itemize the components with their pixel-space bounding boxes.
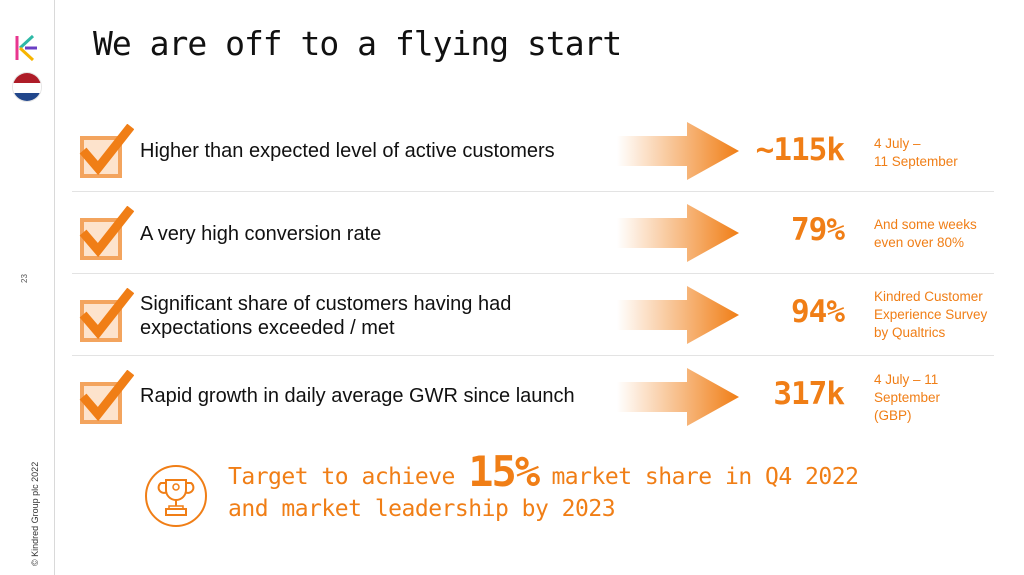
target-suffix: market share in Q4 2022 — [538, 464, 859, 490]
arrow-right-icon — [617, 122, 739, 180]
metric-value: ~115k — [755, 132, 845, 168]
metric-value: 94% — [791, 294, 845, 330]
target-highlight: 15% — [468, 447, 540, 496]
metric-row: Significant share of customers having ha… — [72, 274, 994, 356]
target-statement: Target to achieve 15% market share in Q4… — [138, 451, 878, 536]
netherlands-flag-icon — [12, 72, 42, 102]
arrow-right-icon — [617, 286, 739, 344]
metric-note: 4 July – 11 September — [874, 136, 958, 169]
metric-label: A very high conversion rate — [140, 223, 382, 245]
sidebar: 23 © Kindred Group plc 2022 — [0, 0, 55, 575]
checkbox-checked-icon — [79, 124, 134, 178]
metric-label: Rapid growth in daily average GWR since … — [140, 385, 575, 407]
metric-value: 79% — [791, 212, 845, 248]
target-text: Target to achieve 15% market share in Q4… — [228, 451, 859, 525]
metric-note: And some weeks even over 80% — [874, 217, 977, 250]
arrow-right-icon — [617, 368, 739, 426]
metric-row: A very high conversion rate 79% And some… — [72, 192, 994, 274]
checkbox-checked-icon — [79, 206, 134, 260]
slide-title: We are off to a flying start — [93, 24, 622, 63]
metric-note: Kindred Customer Experience Survey by Qu… — [874, 289, 988, 340]
metric-value: 317k — [773, 376, 845, 412]
page-number: 23 — [20, 274, 29, 283]
metric-row: Higher than expected level of active cus… — [72, 110, 994, 192]
kindred-logo-icon — [15, 34, 37, 62]
copyright-text: © Kindred Group plc 2022 — [30, 461, 40, 566]
trophy-icon — [145, 465, 207, 527]
metric-row: Rapid growth in daily average GWR since … — [72, 356, 994, 438]
metric-label: Significant share of customers having ha… — [140, 293, 512, 339]
target-line2: and market leadership by 2023 — [228, 496, 616, 522]
metric-label: Higher than expected level of active cus… — [140, 140, 555, 162]
checkbox-checked-icon — [79, 288, 134, 342]
metric-note: 4 July – 11 September (GBP) — [874, 372, 941, 423]
target-prefix: Target to achieve — [228, 464, 469, 490]
checkbox-checked-icon — [79, 370, 134, 424]
arrow-right-icon — [617, 204, 739, 262]
